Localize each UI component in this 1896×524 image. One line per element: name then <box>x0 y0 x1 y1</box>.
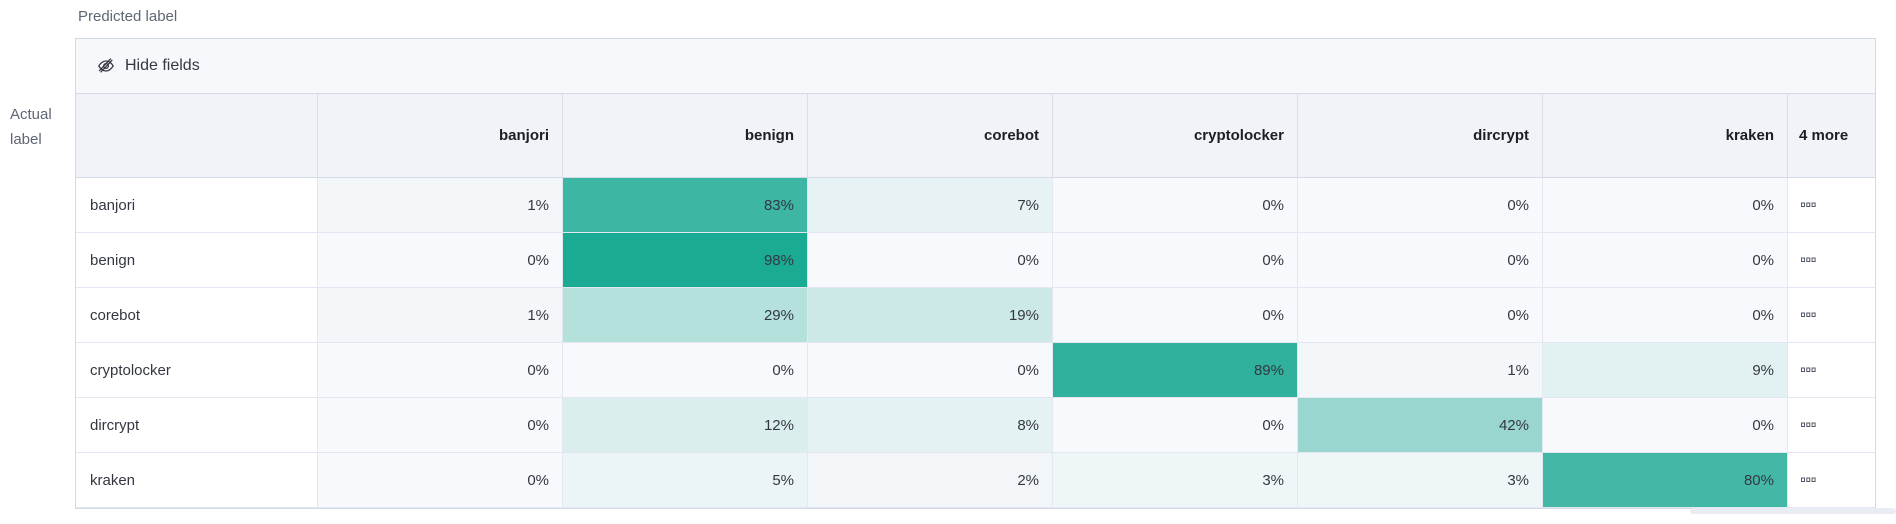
cell-kraken-corebot[interactable]: 2% <box>808 453 1053 508</box>
confusion-matrix-panel: Hide fields banjori benign corebot cryptolo… <box>75 38 1876 509</box>
eye-closed-icon <box>97 57 115 75</box>
cell-corebot-cryptolocker[interactable]: 0% <box>1053 288 1298 343</box>
corner-cell <box>76 94 318 178</box>
actual-label: Actual label <box>10 103 68 153</box>
cell-corebot-benign[interactable]: 29% <box>563 288 808 343</box>
cell-banjori-dircrypt[interactable]: 0% <box>1298 178 1543 233</box>
confusion-matrix-grid: banjori benign corebot cryptolocker dircrypt… <box>76 94 1875 508</box>
more-cell-benign[interactable] <box>1788 233 1875 288</box>
cell-corebot-dircrypt[interactable]: 0% <box>1298 288 1543 343</box>
cell-corebot-corebot[interactable]: 19% <box>808 288 1053 343</box>
cell-benign-kraken[interactable]: 0% <box>1543 233 1788 288</box>
more-cell-cryptolocker[interactable] <box>1788 343 1875 398</box>
more-cell-dircrypt[interactable] <box>1788 398 1875 453</box>
actual-label-line1: Actual <box>10 106 52 123</box>
cell-banjori-banjori[interactable]: 1% <box>318 178 563 233</box>
row-label-cryptolocker[interactable]: cryptolocker <box>76 343 318 398</box>
column-header-corebot[interactable]: corebot <box>808 94 1053 178</box>
cell-benign-banjori[interactable]: 0% <box>318 233 563 288</box>
boxes-horizontal-icon <box>1801 312 1816 318</box>
cell-benign-dircrypt[interactable]: 0% <box>1298 233 1543 288</box>
hide-fields-button[interactable]: Hide fields <box>97 57 200 75</box>
boxes-horizontal-icon <box>1801 257 1816 263</box>
column-header-dircrypt[interactable]: dircrypt <box>1298 94 1543 178</box>
cell-kraken-benign[interactable]: 5% <box>563 453 808 508</box>
boxes-horizontal-icon <box>1801 202 1816 208</box>
cell-dircrypt-kraken[interactable]: 0% <box>1543 398 1788 453</box>
more-cell-banjori[interactable] <box>1788 178 1875 233</box>
cell-dircrypt-banjori[interactable]: 0% <box>318 398 563 453</box>
predicted-label: Predicted label <box>78 8 178 25</box>
cell-cryptolocker-corebot[interactable]: 0% <box>808 343 1053 398</box>
column-header-more[interactable]: 4 more <box>1788 94 1875 178</box>
cell-benign-cryptolocker[interactable]: 0% <box>1053 233 1298 288</box>
cell-kraken-dircrypt[interactable]: 3% <box>1298 453 1543 508</box>
cell-cryptolocker-cryptolocker[interactable]: 89% <box>1053 343 1298 398</box>
cell-kraken-cryptolocker[interactable]: 3% <box>1053 453 1298 508</box>
horizontal-scrollbar[interactable] <box>1690 508 1896 514</box>
cell-cryptolocker-dircrypt[interactable]: 1% <box>1298 343 1543 398</box>
cell-banjori-cryptolocker[interactable]: 0% <box>1053 178 1298 233</box>
row-label-benign[interactable]: benign <box>76 233 318 288</box>
boxes-horizontal-icon <box>1801 477 1816 483</box>
row-label-banjori[interactable]: banjori <box>76 178 318 233</box>
row-label-dircrypt[interactable]: dircrypt <box>76 398 318 453</box>
cell-banjori-benign[interactable]: 83% <box>563 178 808 233</box>
boxes-horizontal-icon <box>1801 367 1816 373</box>
more-cell-kraken[interactable] <box>1788 453 1875 508</box>
cell-corebot-kraken[interactable]: 0% <box>1543 288 1788 343</box>
cell-banjori-corebot[interactable]: 7% <box>808 178 1053 233</box>
cell-benign-benign[interactable]: 98% <box>563 233 808 288</box>
boxes-horizontal-icon <box>1801 422 1816 428</box>
row-label-kraken[interactable]: kraken <box>76 453 318 508</box>
column-header-benign[interactable]: benign <box>563 94 808 178</box>
cell-kraken-banjori[interactable]: 0% <box>318 453 563 508</box>
column-header-kraken[interactable]: kraken <box>1543 94 1788 178</box>
cell-corebot-banjori[interactable]: 1% <box>318 288 563 343</box>
actual-label-line2: label <box>10 130 42 148</box>
cell-cryptolocker-banjori[interactable]: 0% <box>318 343 563 398</box>
cell-dircrypt-dircrypt[interactable]: 42% <box>1298 398 1543 453</box>
cell-kraken-kraken[interactable]: 80% <box>1543 453 1788 508</box>
more-cell-corebot[interactable] <box>1788 288 1875 343</box>
cell-dircrypt-corebot[interactable]: 8% <box>808 398 1053 453</box>
hide-fields-label: Hide fields <box>125 57 200 74</box>
row-label-corebot[interactable]: corebot <box>76 288 318 343</box>
column-header-cryptolocker[interactable]: cryptolocker <box>1053 94 1298 178</box>
cell-banjori-kraken[interactable]: 0% <box>1543 178 1788 233</box>
grid-toolbar: Hide fields <box>76 39 1875 94</box>
cell-cryptolocker-benign[interactable]: 0% <box>563 343 808 398</box>
column-header-banjori[interactable]: banjori <box>318 94 563 178</box>
cell-benign-corebot[interactable]: 0% <box>808 233 1053 288</box>
cell-dircrypt-cryptolocker[interactable]: 0% <box>1053 398 1298 453</box>
cell-cryptolocker-kraken[interactable]: 9% <box>1543 343 1788 398</box>
cell-dircrypt-benign[interactable]: 12% <box>563 398 808 453</box>
